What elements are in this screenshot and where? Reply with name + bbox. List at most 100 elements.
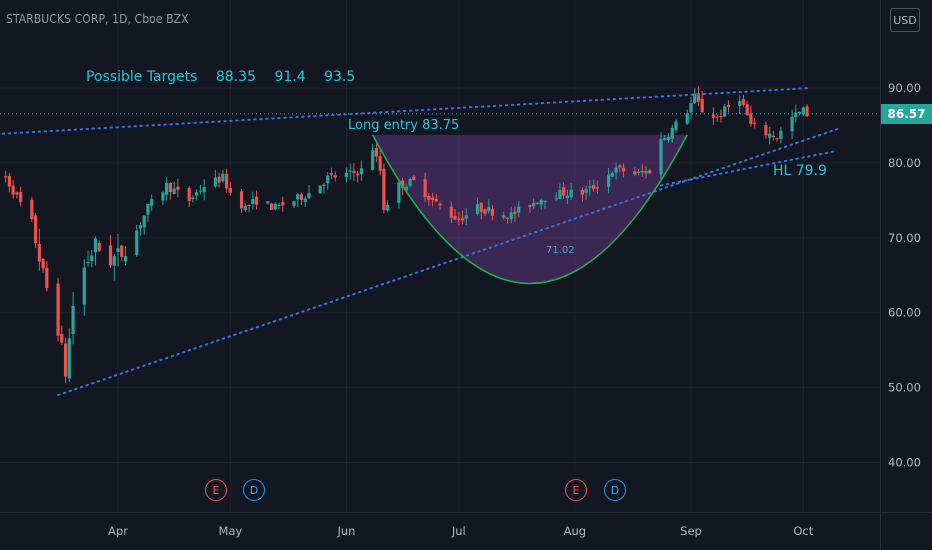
candle-body [221, 173, 225, 182]
candle-body [618, 165, 622, 168]
candle-body [427, 195, 431, 200]
candle-body [138, 225, 143, 229]
candle-body [584, 189, 588, 193]
candle-body [805, 106, 809, 117]
candle-body [532, 202, 536, 207]
candle-body [371, 150, 375, 170]
higher-low-annotation: HL 79.9 [773, 163, 827, 179]
chart-grid [0, 0, 880, 512]
x-tick-label: Jul [451, 524, 466, 538]
y-tick-label: 90.00 [888, 81, 921, 95]
bowl-low-label: 71.02 [546, 245, 575, 256]
candle-body [685, 113, 689, 124]
candle-body [513, 211, 517, 215]
candle-body [771, 135, 775, 138]
candle-body [45, 267, 49, 289]
candle-body [659, 139, 663, 175]
candle-body [723, 106, 727, 117]
candle-body [15, 192, 19, 195]
time-axis[interactable]: Apr May Jun Jul Aug Sep Oct [0, 512, 932, 539]
candle-body [430, 197, 435, 200]
candle-body [404, 186, 408, 191]
candle-body [378, 156, 382, 171]
candle-body [483, 209, 487, 214]
candle-body [610, 172, 614, 177]
candle-body [93, 238, 98, 253]
candle-body [63, 343, 68, 377]
trendlines [0, 87, 839, 397]
candle-body [633, 171, 637, 175]
candle-body [401, 180, 405, 188]
x-tick-label: Aug [564, 524, 586, 538]
y-tick-label: 80.00 [888, 156, 921, 170]
candle-body [412, 176, 416, 180]
currency-button[interactable]: USD [890, 8, 920, 32]
candle-body [711, 114, 716, 118]
candle-body [386, 205, 390, 211]
candle-body [191, 197, 195, 200]
dividend-event-icon[interactable]: D [243, 479, 265, 501]
long-entry-annotation: Long entry 83.75 [348, 118, 460, 133]
candle-body [614, 167, 618, 173]
candle-body [86, 262, 90, 264]
earnings-event-icon[interactable]: E [205, 479, 227, 501]
candle-body [797, 111, 802, 113]
candle-body [359, 168, 364, 175]
candle-body [116, 248, 120, 252]
candle-body [60, 333, 64, 343]
candle-body [621, 167, 626, 172]
x-tick-label: Apr [108, 524, 128, 538]
y-tick-label: 60.00 [888, 306, 921, 320]
candle-body [34, 215, 38, 244]
candle-body [457, 218, 461, 220]
candle-body [19, 192, 23, 202]
candle-body [356, 173, 360, 176]
candle-body [674, 121, 678, 131]
candle-body [108, 245, 113, 266]
candle-body [269, 203, 274, 210]
candle-body [689, 103, 693, 113]
candle-body [348, 170, 352, 172]
earnings-event-icon[interactable]: E [565, 479, 587, 501]
candle-body [775, 138, 779, 140]
candle-body [464, 215, 468, 219]
dividend-event-icon[interactable]: D [604, 479, 626, 501]
candle-body [318, 185, 322, 194]
candle-body [539, 199, 543, 205]
candle-body [254, 196, 259, 205]
candle-body [303, 198, 307, 202]
price-axis[interactable]: 40.00 50.00 60.00 70.00 80.00 90.00 [880, 0, 921, 550]
candle-body [764, 125, 768, 136]
candle-body [322, 184, 326, 187]
candle-body [176, 186, 180, 190]
candle-body [90, 255, 94, 262]
symbol-title: STARBUCKS CORP, 1D, Cboe BZX [6, 12, 189, 26]
candle-body [112, 256, 116, 266]
trendline [660, 149, 839, 187]
candle-body [120, 245, 124, 257]
candle-body [606, 174, 611, 187]
trendline [57, 128, 839, 397]
candle-body [146, 204, 150, 215]
candle-body [202, 187, 206, 193]
candle-body [239, 191, 244, 209]
candle-body [333, 175, 337, 178]
candle-body [307, 193, 311, 199]
candle-body [352, 171, 356, 174]
candle-body [779, 130, 783, 139]
candle-body [741, 99, 746, 105]
candle-body [135, 230, 139, 255]
last-price-tag: 86.57 [881, 103, 932, 124]
candle-body [438, 203, 442, 206]
candle-body [719, 116, 723, 118]
candle-body [696, 93, 701, 102]
candle-body [326, 175, 330, 184]
x-tick-label: Jun [336, 524, 355, 538]
candle-body [408, 178, 412, 186]
candle-body [243, 205, 247, 210]
candle-body [693, 93, 697, 104]
target-2: 91.4 [274, 69, 306, 85]
candle-body [666, 136, 671, 140]
candle-body [558, 189, 562, 199]
